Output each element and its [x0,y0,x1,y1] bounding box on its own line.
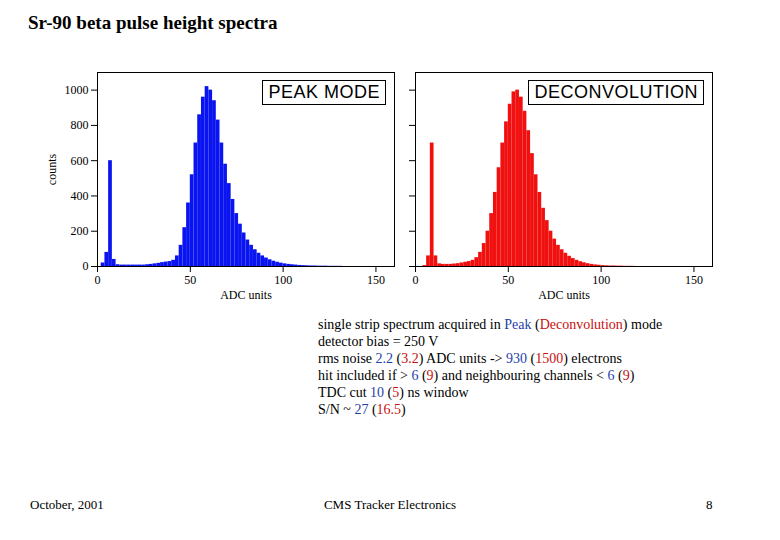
svg-text:0: 0 [413,273,419,287]
svg-text:1000: 1000 [65,83,89,97]
html-text:single strip spectrum acquired: single strip spectrum acquired in Peak (… [318,317,663,332]
svg-text:400: 400 [71,189,89,203]
svg-text:200: 200 [71,224,89,238]
svg-text:0: 0 [95,273,101,287]
svg-text:600: 600 [71,154,89,168]
svg-text:800: 800 [71,118,89,132]
svg-text:150: 150 [367,273,385,287]
svg-text:ADC units: ADC units [220,288,272,302]
html-text:CMS Tracker Electronics: CMS Tracker Electronics [323,497,457,512]
svg-text:100: 100 [592,273,610,287]
svg-text:counts: counts [45,154,59,186]
html-text:Sr-90 beta pulse height spectr: Sr-90 beta pulse height spectra [28,12,278,33]
svg-text:100: 100 [274,273,292,287]
svg-text:150: 150 [685,273,703,287]
svg-text:50: 50 [184,273,196,287]
html-text:October, 2001: October, 2001 [30,497,104,512]
svg-text:0: 0 [83,259,89,273]
html-text:DECONVOLUTION: DECONVOLUTION [534,82,698,102]
svg-text:50: 50 [502,273,514,287]
html-text:detector bias = 250 V: detector bias = 250 V [318,334,439,349]
html-text:hit included if > 6 (9) and ne: hit included if > 6 (9) and neighbouring… [318,368,635,383]
svg-text:ADC units: ADC units [538,288,590,302]
html-text:TDC cut 10 (5) ns window: TDC cut 10 (5) ns window [318,385,469,400]
html-text:S/N ~ 27 (16.5): S/N ~ 27 (16.5) [318,402,406,417]
html-text:PEAK MODE: PEAK MODE [268,82,380,102]
html-text:rms noise 2.2 (3.2) ADC units: rms noise 2.2 (3.2) ADC units -> 930 (15… [318,351,622,366]
html-text:8: 8 [706,497,713,512]
